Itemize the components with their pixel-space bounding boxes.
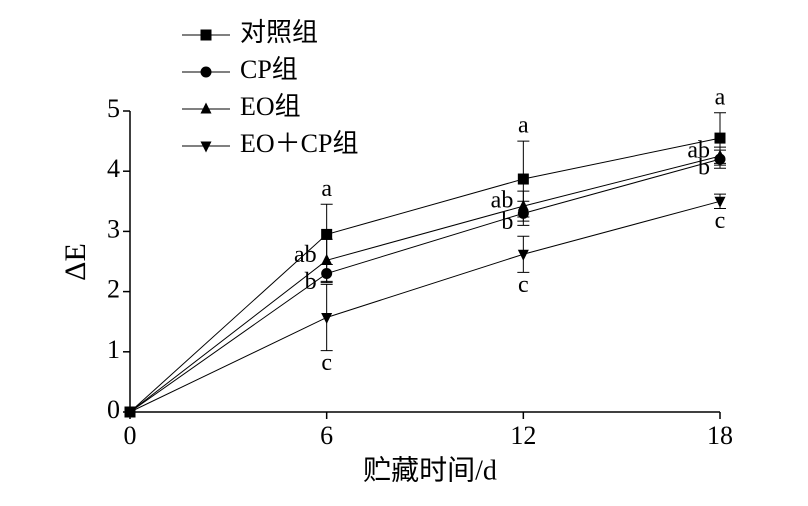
data-point — [321, 312, 333, 324]
significance-label: c — [321, 350, 332, 376]
x-axis-label: 贮藏时间/d — [363, 454, 497, 486]
legend-marker — [200, 29, 212, 41]
significance-label: c — [715, 208, 726, 234]
legend-label: 对照组 — [240, 18, 318, 47]
x-tick-label: 12 — [510, 421, 536, 450]
data-point — [124, 407, 136, 419]
y-tick-label: 4 — [107, 154, 120, 183]
series-line — [129, 155, 721, 413]
significance-label: a — [715, 84, 726, 110]
legend-marker — [200, 141, 212, 153]
legend-label: EO＋CP组 — [240, 129, 358, 158]
series-line — [129, 158, 721, 413]
series-line — [129, 200, 721, 413]
data-point — [321, 253, 333, 265]
legend-label: CP组 — [240, 55, 298, 84]
legend-marker — [200, 102, 212, 114]
y-tick-label: 2 — [107, 275, 120, 304]
significance-label: ab — [294, 242, 317, 268]
significance-label: ab — [687, 138, 710, 164]
x-tick-label: 18 — [707, 421, 733, 450]
data-point — [714, 149, 726, 161]
series-line — [129, 137, 721, 413]
y-tick-label: 3 — [107, 214, 120, 243]
data-point — [517, 173, 529, 185]
data-point — [321, 228, 333, 240]
data-point — [714, 196, 726, 208]
y-tick-label: 1 — [107, 335, 120, 364]
significance-label: ab — [491, 188, 514, 214]
y-tick-label: 5 — [107, 94, 120, 123]
data-point — [517, 249, 529, 261]
y-axis-label: ΔE — [59, 243, 92, 281]
data-point — [714, 132, 726, 144]
legend-marker — [200, 66, 212, 78]
y-tick-label: 0 — [107, 395, 120, 424]
legend-label: EO组 — [240, 92, 301, 121]
x-tick-label: 6 — [320, 421, 333, 450]
significance-label: a — [321, 176, 332, 202]
significance-label: c — [518, 272, 529, 298]
significance-label: b — [501, 209, 513, 235]
significance-label: a — [518, 113, 529, 139]
data-point — [517, 199, 529, 211]
x-tick-label: 0 — [124, 421, 137, 450]
